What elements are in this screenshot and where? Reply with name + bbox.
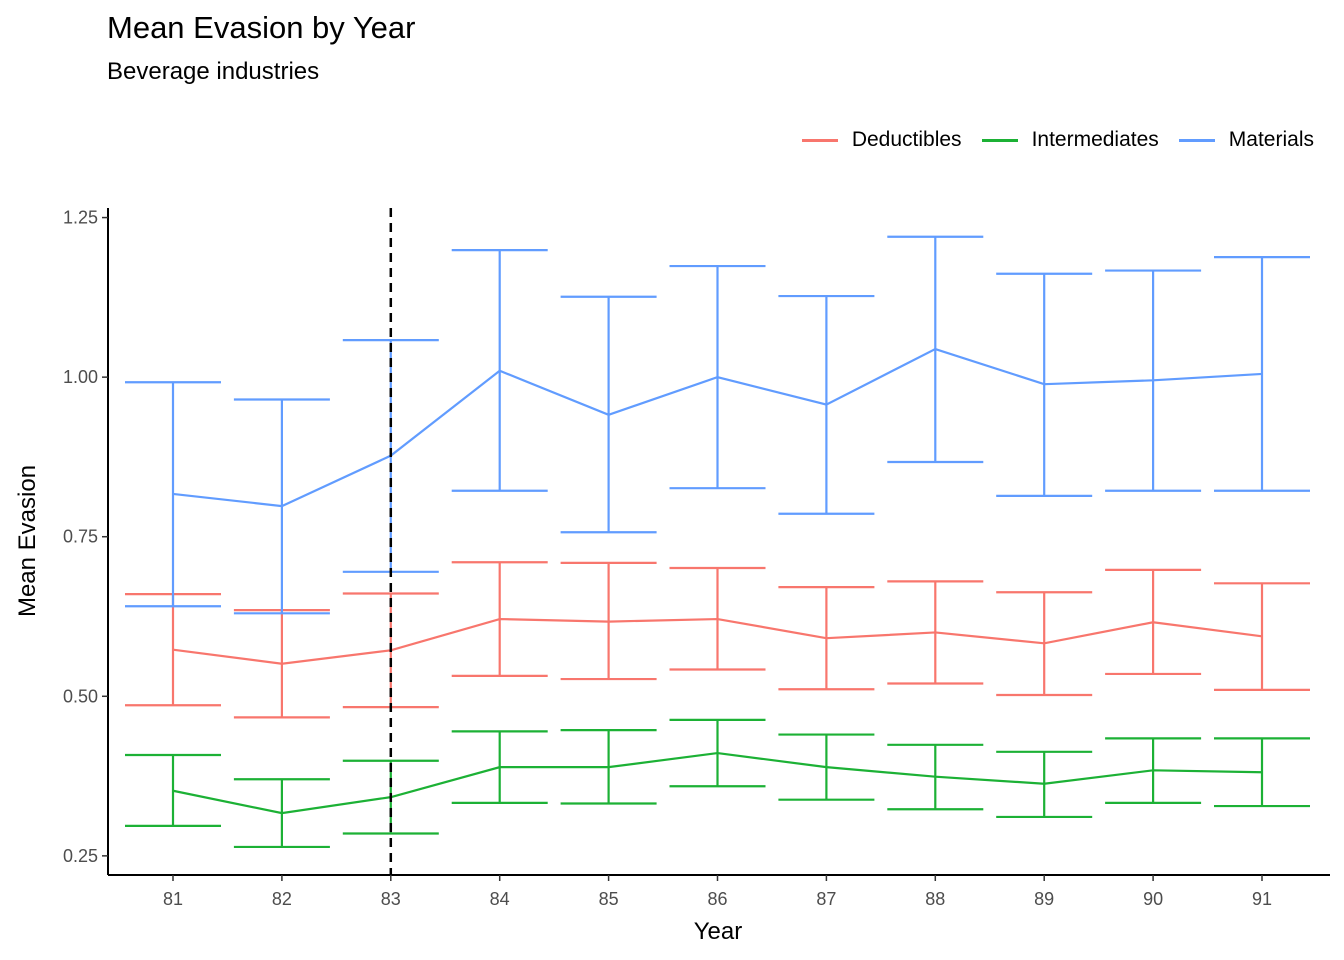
- y-tick-label: 1.25: [63, 208, 98, 228]
- x-tick-label: 84: [490, 889, 510, 909]
- chart-subtitle: Beverage industries: [107, 58, 320, 85]
- legend: Deductibles Intermediates Materials: [801, 128, 1314, 152]
- x-tick-label: 91: [1252, 889, 1272, 909]
- x-tick-label: 86: [707, 889, 727, 909]
- series-materials: [125, 235, 1310, 615]
- x-tick-label: 82: [272, 889, 292, 909]
- chart-marks: [125, 208, 1310, 875]
- legend-item-intermediates: Intermediates: [981, 128, 1159, 152]
- x-tick-label: 90: [1143, 889, 1163, 909]
- y-tick-label: 0.75: [63, 527, 98, 547]
- x-tick-label: 87: [816, 889, 836, 909]
- chart-title: Mean Evasion by Year: [107, 10, 416, 45]
- x-axis-title: Year: [694, 918, 743, 945]
- x-tick-label: 89: [1034, 889, 1054, 909]
- x-tick-label: 85: [599, 889, 619, 909]
- y-tick-label: 1.00: [63, 367, 98, 387]
- series-line-deductibles: [172, 617, 1263, 665]
- legend-key-materials: [1178, 138, 1215, 142]
- legend-item-deductibles: Deductibles: [801, 128, 962, 152]
- y-tick-label: 0.25: [63, 846, 98, 866]
- series-intermediates: [125, 718, 1310, 849]
- series-line-materials: [172, 347, 1263, 508]
- series-line-intermediates: [172, 751, 1263, 815]
- errorbar-intermediates-81: [125, 753, 221, 827]
- y-axis-title: Mean Evasion: [14, 465, 41, 617]
- errorbar-deductibles-91: [1214, 582, 1310, 691]
- x-tick-label: 83: [381, 889, 401, 909]
- legend-label-deductibles: Deductibles: [851, 128, 962, 151]
- legend-label-intermediates: Intermediates: [1031, 128, 1159, 151]
- series-deductibles: [125, 561, 1310, 719]
- legend-item-materials: Materials: [1178, 128, 1314, 152]
- chart-axes: 0.25 0.50 0.75 1.00 1.25 81 82 83 84 85 86 87 88 89 90…: [63, 208, 1330, 909]
- x-tick-label: 88: [925, 889, 945, 909]
- legend-label-materials: Materials: [1228, 128, 1314, 151]
- legend-key-deductibles: [801, 138, 838, 142]
- x-tick-label: 81: [163, 889, 183, 909]
- legend-key-intermediates: [981, 138, 1018, 142]
- y-tick-label: 0.50: [63, 686, 98, 706]
